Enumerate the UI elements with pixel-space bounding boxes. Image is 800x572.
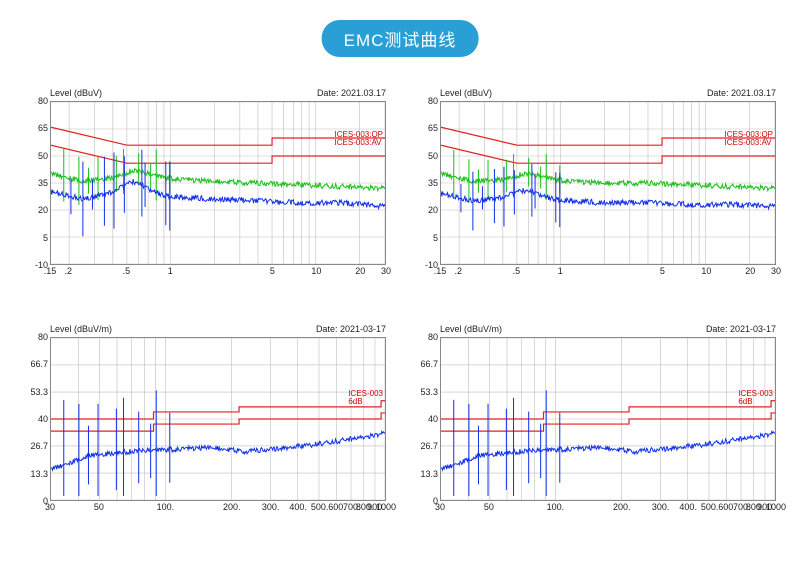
plot-area: ICES-003:QPICES-003:AV — [440, 101, 776, 265]
y-tick: 35 — [22, 178, 48, 188]
x-tick: .15 — [434, 266, 447, 276]
y-tick: 65 — [412, 123, 438, 133]
y-tick: 80 — [22, 96, 48, 106]
x-tick: 500. — [311, 502, 329, 512]
date-label: Date: 2021.03.17 — [707, 88, 776, 98]
y-axis-label: Level (dBuV) — [50, 88, 102, 98]
y-tick: 13.3 — [412, 469, 438, 479]
y-tick: 5 — [22, 233, 48, 243]
chart-panel-3: Level (dBuV/m)Date: 2021-03-17013.326.74… — [410, 324, 780, 514]
x-tick: 20 — [745, 266, 755, 276]
x-tick: 5 — [660, 266, 665, 276]
chart-panel-2: Level (dBuV/m)Date: 2021-03-17013.326.74… — [20, 324, 390, 514]
y-tick: 65 — [22, 123, 48, 133]
y-tick: 53.3 — [22, 387, 48, 397]
y-axis-label: Level (dBuV/m) — [50, 324, 112, 334]
y-tick: 13.3 — [22, 469, 48, 479]
x-tick: 30 — [381, 266, 391, 276]
x-tick: 1000 — [766, 502, 786, 512]
x-tick: 400. — [289, 502, 307, 512]
y-tick: 66.7 — [412, 359, 438, 369]
y-tick: 26.7 — [412, 441, 438, 451]
y-tick: 50 — [412, 151, 438, 161]
y-tick: 5 — [412, 233, 438, 243]
x-tick: 500. — [701, 502, 719, 512]
x-tick: 30 — [771, 266, 781, 276]
date-label: Date: 2021-03-17 — [706, 324, 776, 334]
date-label: Date: 2021-03-17 — [316, 324, 386, 334]
x-tick: 100. — [157, 502, 175, 512]
plot-area: ICES-0036dB — [50, 337, 386, 501]
date-label: Date: 2021.03.17 — [317, 88, 386, 98]
y-tick: 26.7 — [22, 441, 48, 451]
plot-area: ICES-003:QPICES-003:AV — [50, 101, 386, 265]
limit-legend: ICES-003:QPICES-003:AV — [725, 131, 773, 147]
x-tick: 10 — [311, 266, 321, 276]
y-tick: 80 — [412, 96, 438, 106]
y-tick: 80 — [22, 332, 48, 342]
x-tick: 20 — [355, 266, 365, 276]
x-tick: .5 — [513, 266, 521, 276]
x-tick: 200. — [223, 502, 241, 512]
x-tick: .2 — [454, 266, 462, 276]
x-tick: 300. — [652, 502, 670, 512]
x-tick: .2 — [64, 266, 72, 276]
limit-legend: ICES-003:QPICES-003:AV — [335, 131, 383, 147]
x-tick: 300. — [262, 502, 280, 512]
y-tick: 50 — [22, 151, 48, 161]
chart-panel-1: Level (dBuV)Date: 2021.03.17-10520355065… — [410, 88, 780, 278]
y-tick: 20 — [412, 205, 438, 215]
y-tick: 53.3 — [412, 387, 438, 397]
y-tick: 40 — [22, 414, 48, 424]
chart-grid: Level (dBuV)Date: 2021.03.17-10520355065… — [20, 88, 780, 514]
x-tick: 30 — [435, 502, 445, 512]
y-axis-label: Level (dBuV/m) — [440, 324, 502, 334]
y-tick: 66.7 — [22, 359, 48, 369]
y-tick: 80 — [412, 332, 438, 342]
x-tick: 30 — [45, 502, 55, 512]
limit-legend: ICES-0036dB — [348, 390, 383, 406]
x-tick: 400. — [679, 502, 697, 512]
x-tick: 5 — [270, 266, 275, 276]
x-tick: 1 — [168, 266, 173, 276]
x-tick: 50 — [94, 502, 104, 512]
x-tick: 10 — [701, 266, 711, 276]
x-tick: 200. — [613, 502, 631, 512]
x-tick: .15 — [44, 266, 57, 276]
limit-legend: ICES-0036dB — [738, 390, 773, 406]
x-tick: 50 — [484, 502, 494, 512]
plot-area: ICES-0036dB — [440, 337, 776, 501]
x-tick: 100. — [547, 502, 565, 512]
x-tick: .5 — [123, 266, 131, 276]
page-title-badge: EMC测试曲线 — [322, 20, 479, 57]
chart-panel-0: Level (dBuV)Date: 2021.03.17-10520355065… — [20, 88, 390, 278]
y-tick: 20 — [22, 205, 48, 215]
x-tick: 1000 — [376, 502, 396, 512]
y-axis-label: Level (dBuV) — [440, 88, 492, 98]
x-tick: 1 — [558, 266, 563, 276]
y-tick: 40 — [412, 414, 438, 424]
y-tick: 35 — [412, 178, 438, 188]
